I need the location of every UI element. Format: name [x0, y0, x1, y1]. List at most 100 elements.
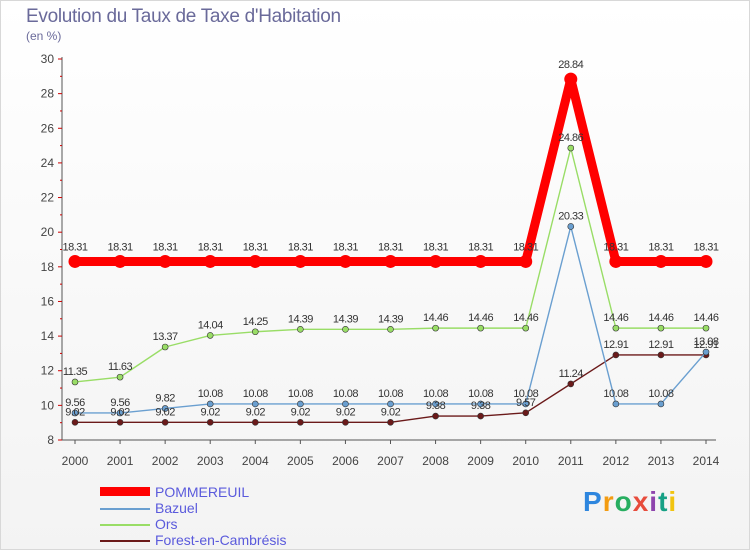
y-tick-label: 16 [41, 294, 55, 308]
y-tick-label: 28 [41, 87, 55, 101]
brand-letter: x [632, 486, 650, 517]
data-label-pommereuil: 18.31 [423, 241, 448, 253]
data-point-bazuel [387, 400, 394, 408]
data-point-forest-en-cambresis [522, 409, 530, 417]
data-label-pommereuil: 18.31 [153, 241, 178, 253]
data-point-pommereuil [68, 254, 82, 268]
data-label-ors: 11.35 [63, 366, 88, 378]
data-point-forest-en-cambresis [342, 419, 349, 426]
data-point-forest-en-cambresis [477, 412, 484, 420]
data-point-ors [477, 324, 484, 332]
data-label-forest-en-cambresis: 9.02 [155, 406, 175, 418]
y-tick-label: 14 [41, 329, 55, 343]
legend-swatch-ors [100, 524, 150, 526]
data-label-bazuel: 10.08 [333, 388, 358, 400]
y-tick-label: 18 [41, 260, 55, 274]
y-tick-label: 24 [41, 156, 55, 170]
y-tick-label: 12 [41, 364, 55, 378]
data-label-bazuel: 20.33 [558, 210, 583, 222]
legend-swatch-pommereuil [100, 487, 150, 496]
data-label-pommereuil: 18.31 [648, 241, 673, 253]
data-label-pommereuil: 18.31 [288, 241, 313, 253]
x-tick-label: 2014 [693, 454, 720, 468]
legend-label-ors: Ors [155, 516, 178, 532]
data-label-pommereuil: 18.31 [603, 241, 628, 253]
data-label-bazuel: 9.82 [155, 392, 175, 404]
legend-label-bazuel: Bazuel [155, 500, 198, 516]
data-label-bazuel: 10.08 [513, 388, 538, 400]
data-label-ors: 14.39 [288, 313, 313, 325]
data-label-bazuel: 10.08 [243, 388, 268, 400]
x-tick-label: 2008 [422, 454, 449, 468]
data-point-pommereuil [158, 254, 172, 268]
brand-letter: r [602, 486, 615, 517]
data-label-forest-en-cambresis: 9.02 [246, 406, 266, 418]
data-point-bazuel [567, 223, 575, 230]
data-label-bazuel: 9.56 [110, 397, 130, 409]
data-point-bazuel [116, 409, 124, 417]
data-label-forest-en-cambresis: 9.02 [110, 406, 130, 418]
data-label-forest-en-cambresis: 12.91 [693, 339, 718, 351]
data-point-forest-en-cambresis [71, 419, 79, 426]
data-point-pommereuil [654, 254, 668, 268]
x-tick-label: 2006 [332, 454, 359, 468]
data-point-ors [657, 324, 665, 332]
x-tick-label: 2012 [603, 454, 630, 468]
data-label-forest-en-cambresis: 9.02 [291, 406, 311, 418]
data-point-forest-en-cambresis [657, 351, 665, 359]
x-tick-label: 2009 [467, 454, 494, 468]
data-label-forest-en-cambresis: 9.02 [336, 406, 356, 418]
proxiti-logo: Proxiti [583, 486, 677, 518]
data-point-forest-en-cambresis [251, 419, 259, 426]
data-label-ors: 24.86 [558, 132, 583, 144]
data-point-forest-en-cambresis [432, 412, 439, 420]
x-tick-label: 2001 [107, 454, 134, 468]
data-point-ors [522, 324, 530, 332]
x-tick-label: 2011 [558, 454, 584, 468]
x-tick-label: 2002 [152, 454, 179, 468]
data-point-forest-en-cambresis [116, 419, 124, 426]
data-label-ors: 11.63 [108, 361, 133, 373]
data-label-pommereuil: 18.31 [513, 241, 538, 253]
x-tick-label: 2005 [287, 454, 314, 468]
data-point-pommereuil [293, 254, 307, 268]
x-tick-label: 2013 [648, 454, 675, 468]
y-tick-label: 10 [41, 398, 55, 412]
data-label-bazuel: 10.08 [423, 388, 448, 400]
data-label-bazuel: 10.08 [468, 388, 493, 400]
x-tick-label: 2007 [377, 454, 404, 468]
data-label-forest-en-cambresis: 9.02 [65, 406, 85, 418]
data-point-ors [702, 324, 710, 332]
brand-letter: i [668, 486, 678, 517]
brand-letter: i [649, 486, 659, 517]
data-point-ors [161, 343, 169, 351]
data-point-bazuel [161, 405, 169, 412]
data-label-pommereuil: 18.31 [378, 241, 403, 253]
data-label-ors: 14.39 [333, 313, 358, 325]
data-point-ors [206, 332, 214, 339]
legend-swatch-forest [100, 540, 150, 542]
data-label-ors: 14.46 [603, 312, 628, 324]
data-point-forest-en-cambresis [206, 419, 214, 426]
x-tick-label: 2000 [62, 454, 89, 468]
data-label-ors: 14.46 [648, 312, 673, 324]
data-point-pommereuil [384, 254, 397, 268]
brand-letter: P [583, 486, 603, 517]
legend-label-forest: Forest-en-Cambrésis [155, 532, 287, 548]
data-point-ors [612, 324, 620, 332]
data-label-forest-en-cambresis: 9.38 [471, 400, 491, 412]
data-point-bazuel [297, 400, 304, 408]
x-tick-label: 2004 [242, 454, 269, 468]
data-label-ors: 13.37 [153, 331, 178, 343]
data-point-pommereuil [338, 254, 352, 268]
data-label-bazuel: 10.08 [603, 388, 628, 400]
data-label-pommereuil: 18.31 [693, 241, 718, 253]
y-tick-label: 30 [41, 52, 55, 66]
data-point-pommereuil [429, 254, 443, 268]
data-label-ors: 14.39 [378, 313, 403, 325]
data-label-bazuel: 9.56 [65, 397, 85, 409]
data-point-bazuel [251, 400, 259, 408]
data-point-bazuel [71, 409, 79, 417]
x-tick-label: 2003 [197, 454, 224, 468]
data-point-forest-en-cambresis [567, 380, 575, 388]
